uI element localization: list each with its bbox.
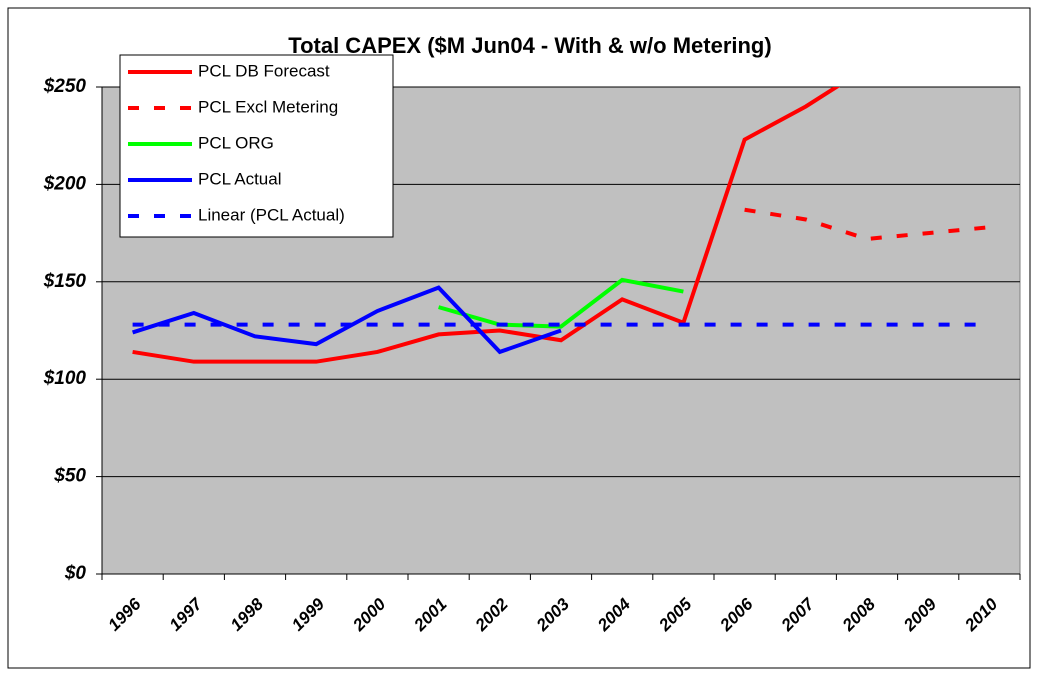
legend-label: PCL DB Forecast [198, 61, 330, 80]
series-line [131, 285, 562, 355]
y-tick-label: $250 [43, 76, 87, 97]
y-tick-label: $0 [64, 563, 87, 584]
chart-title: Total CAPEX ($M Jun04 - With & w/o Meter… [288, 33, 771, 58]
series-line [132, 87, 841, 364]
y-tick-label: $50 [53, 466, 86, 487]
y-tick-label: $200 [43, 173, 87, 194]
series-line [744, 207, 990, 241]
legend-label: PCL Actual [198, 169, 281, 188]
legend-label: Linear (PCL Actual) [198, 205, 345, 224]
series-line [438, 277, 684, 329]
legend-label: PCL Excl Metering [198, 97, 338, 116]
legend-label: PCL ORG [198, 133, 274, 152]
y-tick-label: $150 [43, 271, 87, 292]
y-tick-label: $100 [43, 368, 87, 389]
